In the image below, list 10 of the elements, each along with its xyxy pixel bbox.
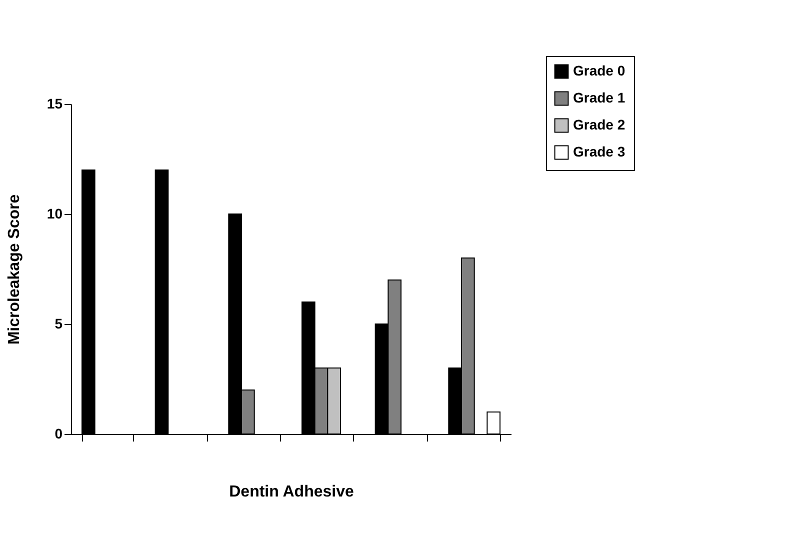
legend-label: Grade 1 — [573, 90, 626, 106]
legend-label: Grade 2 — [573, 116, 626, 132]
legend-label: Grade 0 — [573, 62, 626, 78]
legend-label: Grade 3 — [573, 144, 626, 160]
y-tick-label: 15 — [46, 96, 63, 112]
x-axis-title: Dentin Adhesive — [229, 484, 354, 500]
y-tick-label: 5 — [54, 316, 63, 332]
y-axis-title: Microleakage Score — [6, 194, 23, 345]
y-tick-label: 10 — [46, 206, 63, 222]
y-tick-label: 0 — [54, 426, 63, 442]
